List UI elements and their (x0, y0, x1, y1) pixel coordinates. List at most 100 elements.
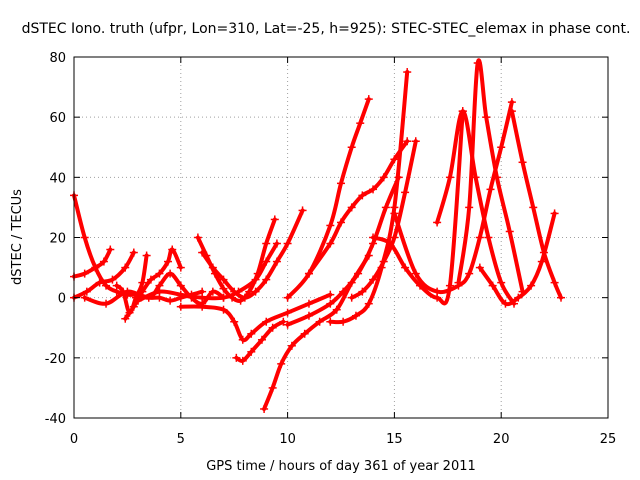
data-point-marker (230, 317, 239, 326)
data-point-marker (411, 137, 420, 146)
data-point-marker (315, 317, 324, 326)
chart-title: dSTEC Iono. truth (ufpr, Lon=310, Lat=-2… (22, 21, 631, 37)
data-point-marker (507, 98, 516, 107)
data-point-marker (358, 191, 367, 200)
data-point-marker (454, 278, 463, 287)
data-point-marker (108, 275, 117, 284)
x-tick-label: 15 (386, 432, 403, 447)
data-point-marker (347, 293, 356, 302)
x-tick-label: 25 (600, 432, 617, 447)
data-point-marker (492, 173, 501, 182)
data-point-marker (539, 248, 548, 257)
series-trace (285, 175, 401, 327)
data-point-marker (112, 281, 121, 290)
y-tick-label: 60 (49, 111, 66, 126)
data-point-marker (347, 203, 356, 212)
data-point-marker (283, 293, 292, 302)
data-point-marker (279, 317, 288, 326)
data-point-marker (332, 305, 341, 314)
data-point-marker (381, 203, 390, 212)
data-point-marker (364, 299, 373, 308)
data-point-marker (390, 155, 399, 164)
data-point-marker (253, 269, 262, 278)
data-point-marker (484, 233, 493, 242)
data-point-marker (326, 221, 335, 230)
data-point-marker (379, 257, 388, 266)
x-axis-label: GPS time / hours of day 361 of year 2011 (206, 459, 476, 474)
data-point-marker (505, 227, 514, 236)
data-point-marker (146, 275, 155, 284)
data-point-marker (403, 68, 412, 77)
data-point-marker (473, 59, 482, 68)
data-point-marker (283, 239, 292, 248)
y-tick-label: 20 (49, 232, 66, 247)
y-tick-label: -40 (45, 412, 66, 427)
data-point-marker (445, 173, 454, 182)
data-point-marker (277, 359, 286, 368)
data-point-marker (208, 263, 217, 272)
data-point-marker (465, 269, 474, 278)
data-point-marker (176, 290, 185, 299)
data-point-marker (401, 188, 410, 197)
data-point-marker (529, 203, 538, 212)
x-tick-label: 0 (70, 432, 78, 447)
data-point-marker (514, 293, 523, 302)
data-point-marker (475, 233, 484, 242)
data-point-marker (198, 248, 207, 257)
data-point-marker (300, 329, 309, 338)
data-point-marker (219, 275, 228, 284)
data-point-marker (80, 269, 89, 278)
data-point-marker (176, 263, 185, 272)
data-point-marker (106, 245, 115, 254)
data-point-marker (550, 278, 559, 287)
data-point-marker (369, 233, 378, 242)
data-point-marker (262, 239, 271, 248)
data-point-marker (283, 308, 292, 317)
data-point-marker (193, 233, 202, 242)
data-point-marker (497, 278, 506, 287)
data-point-marker (369, 185, 378, 194)
data-point-marker (475, 263, 484, 272)
data-point-marker (337, 218, 345, 227)
data-point-marker (219, 293, 228, 302)
data-point-marker (208, 287, 217, 296)
data-point-marker (356, 119, 365, 128)
data-point-marker (326, 239, 335, 248)
data-point-marker (155, 287, 164, 296)
data-point-marker (486, 185, 495, 194)
data-point-marker (401, 263, 410, 272)
data-point-marker (82, 287, 91, 296)
data-point-marker (458, 107, 467, 116)
axes: 0 5 10 15 20 25 -40 -20 0 20 40 60 80 (45, 51, 617, 447)
data-point-marker (339, 287, 348, 296)
y-tick-label: -20 (45, 352, 66, 367)
data-point-marker (230, 287, 239, 296)
data-point-marker (262, 317, 271, 326)
data-point-marker (270, 215, 279, 224)
data-point-marker (287, 341, 296, 350)
data-point-marker (166, 269, 175, 278)
data-layer (70, 58, 566, 413)
data-point-marker (326, 317, 335, 326)
series-trace (178, 292, 333, 343)
data-point-marker (390, 209, 399, 218)
data-point-marker (497, 143, 506, 152)
data-point-marker (326, 290, 335, 299)
data-point-marker (102, 299, 111, 308)
data-point-marker (129, 302, 138, 311)
data-point-marker (138, 278, 147, 287)
data-point-marker (488, 281, 497, 290)
data-point-marker (219, 284, 228, 293)
data-point-marker (537, 257, 546, 266)
data-point-marker (95, 278, 104, 287)
data-point-marker (390, 233, 399, 242)
data-point-marker (304, 299, 313, 308)
data-point-marker (123, 287, 132, 296)
data-point-marker (354, 269, 363, 278)
series-trace (456, 58, 525, 294)
y-tick-label: 80 (49, 51, 66, 66)
data-point-marker (433, 218, 442, 227)
data-point-marker (238, 335, 247, 344)
